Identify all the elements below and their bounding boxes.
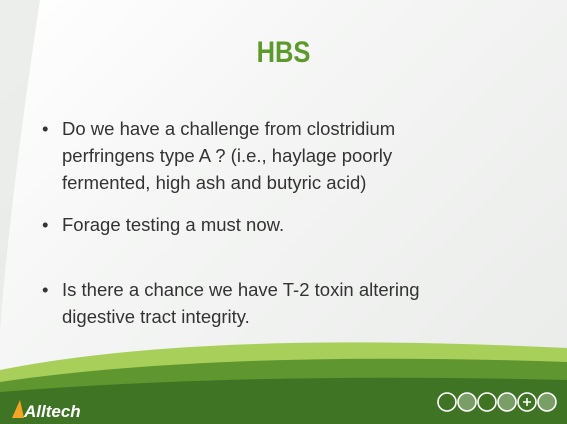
icon-row xyxy=(437,392,557,412)
bullet-line: perfringens type A ? (i.e., haylage poor… xyxy=(62,145,393,166)
bullet: Is there a chance we have T-2 toxin alte… xyxy=(38,276,548,330)
bullet-line: Do we have a challenge from clostridium xyxy=(62,118,396,139)
footer-dark xyxy=(0,377,567,424)
icon xyxy=(497,392,517,412)
bullet: Forage testing a must now. xyxy=(38,211,548,238)
slide-title: HBS xyxy=(256,36,311,69)
background-swoosh xyxy=(0,0,40,330)
logo-text: Alltech xyxy=(24,402,81,421)
bullet-list: Do we have a challenge from clostridium p… xyxy=(38,115,548,345)
icon-plus xyxy=(523,398,531,406)
icon xyxy=(537,392,557,412)
bullet-line: digestive tract integrity. xyxy=(62,306,250,327)
bullet: Do we have a challenge from clostridium p… xyxy=(38,115,548,196)
icon xyxy=(457,392,477,412)
logo-mark xyxy=(12,400,24,418)
icon xyxy=(517,392,537,412)
bullet-line: fermented, high ash and butyric acid) xyxy=(62,172,367,193)
icon xyxy=(437,392,457,412)
icon xyxy=(477,392,497,412)
bullet-line: Is there a chance we have T-2 toxin alte… xyxy=(62,279,420,300)
bullet-line: Forage testing a must now. xyxy=(62,214,285,235)
